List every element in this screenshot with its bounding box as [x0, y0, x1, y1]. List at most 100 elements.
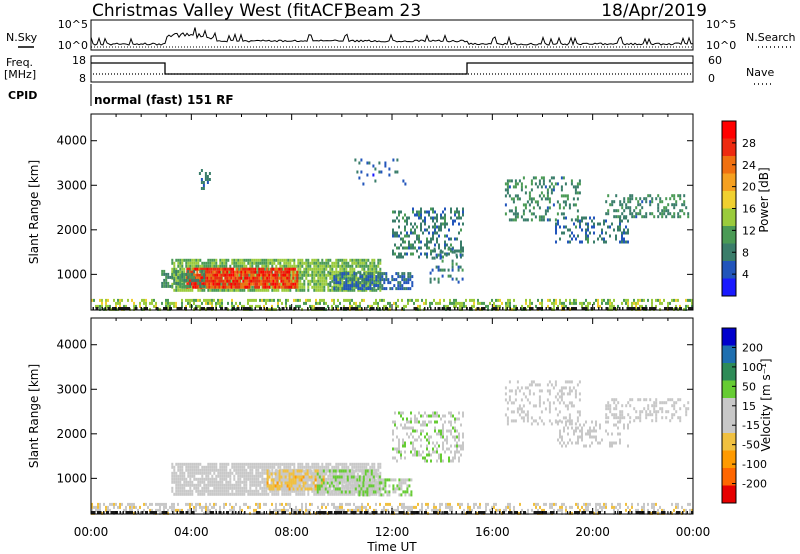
scatter-cell — [398, 493, 401, 497]
scatter-cell — [173, 502, 175, 506]
scatter-cell — [587, 225, 589, 229]
scatter-cell — [329, 258, 332, 262]
scatter-cell — [91, 508, 93, 512]
scatter-cell — [230, 282, 233, 286]
scatter-cell — [282, 282, 285, 286]
scatter-cell — [643, 197, 646, 201]
scatter-cell — [311, 258, 314, 262]
scatter-cell — [209, 288, 212, 292]
scatter-cell — [663, 298, 665, 302]
scatter-cell — [213, 264, 216, 268]
nsearch-point — [655, 46, 656, 48]
scatter-cell — [619, 240, 621, 244]
scatter-cell — [233, 462, 236, 466]
scatter-cell — [609, 225, 611, 229]
scatter-cell — [569, 228, 571, 232]
scatter-cell — [369, 471, 372, 475]
nsearch-point — [133, 46, 134, 48]
scatter-cell — [331, 474, 334, 478]
scatter-cell — [363, 298, 365, 302]
scatter-cell — [365, 282, 368, 286]
scatter-cell — [175, 483, 178, 487]
ground-scatter-cell — [352, 307, 354, 310]
scatter-cell — [358, 490, 361, 494]
scatter-cell — [458, 249, 460, 253]
scatter-cell — [405, 281, 408, 285]
scatter-cell — [306, 484, 309, 488]
scatter-cell — [282, 270, 285, 274]
scatter-cell — [364, 487, 367, 491]
scatter-cell — [497, 304, 499, 308]
scatter-cell — [242, 273, 245, 277]
nsearch-label: N.Search — [746, 31, 796, 44]
scatter-cell — [227, 471, 230, 475]
scatter-cell — [392, 158, 395, 162]
scatter-cell — [199, 281, 202, 285]
scatter-cell — [201, 508, 203, 512]
scatter-cell — [263, 264, 266, 268]
scatter-cell — [375, 279, 378, 283]
scatter-cell — [406, 219, 408, 223]
scatter-cell — [285, 502, 287, 506]
scatter-cell — [651, 200, 654, 204]
scatter-cell — [348, 472, 351, 476]
scatter-cell — [319, 276, 322, 280]
scatter-cell — [565, 304, 567, 308]
scatter-cell — [295, 298, 297, 302]
nsearch-point — [502, 46, 503, 48]
scatter-cell — [191, 264, 194, 268]
scatter-cell — [243, 471, 246, 475]
scatter-cell — [373, 480, 376, 484]
nsearch-point — [517, 46, 518, 48]
scatter-cell — [229, 508, 231, 512]
scatter-cell — [411, 284, 414, 288]
scatter-cell — [257, 492, 260, 496]
nsearch-point — [139, 46, 140, 48]
scatter-cell — [597, 304, 599, 308]
scatter-cell — [591, 219, 593, 223]
nsearch-point — [184, 46, 185, 48]
scatter-cell — [388, 493, 391, 497]
scatter-cell — [418, 213, 420, 217]
scatter-cell — [213, 480, 216, 484]
scatter-cell — [418, 210, 420, 214]
scatter-cell — [234, 282, 237, 286]
ground-scatter-cell — [143, 307, 145, 310]
scatter-cell — [251, 465, 254, 469]
scatter-cell — [277, 465, 280, 469]
scatter-cell — [256, 282, 259, 286]
scatter-cell — [350, 478, 353, 482]
scatter-cell — [249, 288, 252, 292]
scatter-cell — [394, 231, 396, 235]
scatter-cell — [268, 273, 271, 277]
scatter-cell — [418, 216, 420, 220]
scatter-cell — [239, 489, 242, 493]
scatter-cell — [324, 478, 327, 482]
scatter-cell — [589, 216, 591, 220]
scatter-cell — [364, 493, 367, 497]
nsearch-point — [373, 46, 374, 48]
nsearch-point — [343, 46, 344, 48]
scatter-cell — [473, 301, 475, 305]
scatter-cell — [361, 462, 364, 466]
ground-scatter-cell — [376, 307, 378, 310]
scatter-cell — [442, 210, 444, 214]
scatter-cell — [255, 264, 258, 268]
scatter-cell — [306, 472, 309, 476]
scatter-cell — [190, 270, 193, 274]
scatter-cell — [253, 261, 256, 265]
scatter-cell — [285, 492, 288, 496]
scatter-cell — [191, 258, 194, 262]
scatter-cell — [191, 275, 194, 279]
scatter-cell — [339, 278, 342, 282]
scatter-cell — [370, 490, 373, 494]
scatter-cell — [329, 474, 332, 478]
scatter-cell — [566, 197, 569, 201]
ground-scatter-cell — [233, 307, 235, 310]
scatter-cell — [330, 469, 333, 473]
scatter-cell — [171, 258, 174, 262]
scatter-cell — [297, 462, 300, 466]
scatter-cell — [327, 477, 330, 481]
scatter-cell — [299, 465, 302, 469]
scatter-cell — [293, 462, 296, 466]
